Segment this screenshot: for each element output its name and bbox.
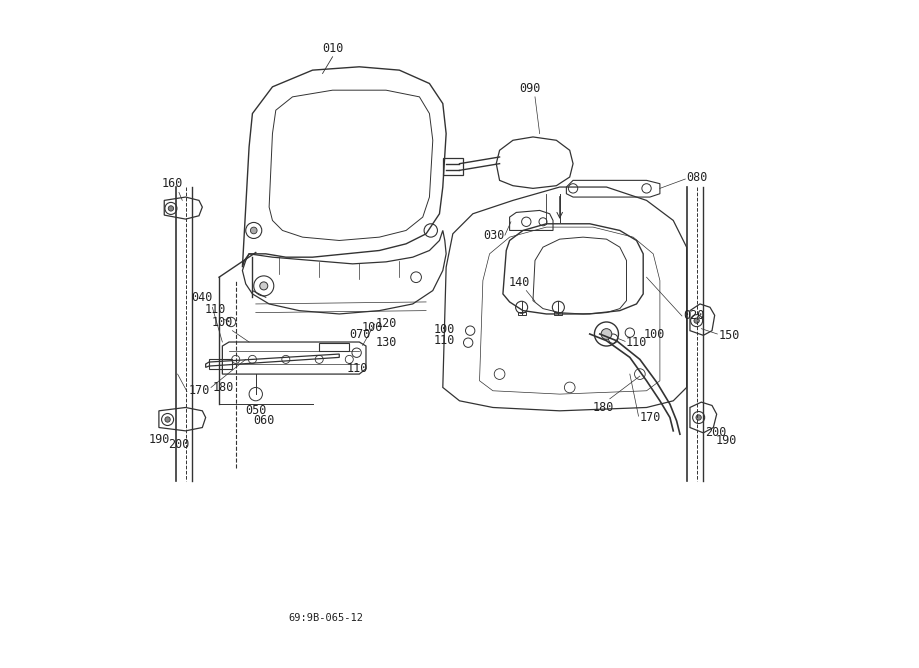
Text: 170: 170 (640, 411, 662, 424)
Text: 180: 180 (593, 401, 614, 413)
Text: 060: 060 (253, 414, 275, 427)
Text: 200: 200 (705, 426, 727, 439)
Text: 130: 130 (376, 335, 397, 349)
Text: 150: 150 (719, 329, 740, 342)
Bar (443, 158, 463, 175)
Text: 120: 120 (376, 317, 397, 330)
Text: 050: 050 (245, 404, 267, 417)
Text: 110: 110 (434, 334, 455, 347)
Bar (554, 312, 562, 315)
Text: 020: 020 (684, 309, 705, 322)
Circle shape (694, 318, 699, 323)
Text: 190: 190 (715, 434, 737, 447)
Circle shape (260, 282, 267, 290)
Text: 010: 010 (322, 42, 344, 55)
Text: 200: 200 (168, 438, 189, 450)
Text: 180: 180 (212, 381, 233, 394)
Text: 110: 110 (205, 303, 226, 316)
Text: 140: 140 (509, 276, 530, 289)
Text: 110: 110 (625, 335, 647, 349)
Text: 170: 170 (189, 384, 210, 397)
Text: 040: 040 (192, 291, 213, 304)
Circle shape (168, 206, 174, 211)
Circle shape (696, 415, 701, 420)
Bar (209, 359, 233, 369)
Bar (517, 312, 526, 315)
Text: 110: 110 (346, 362, 368, 375)
Text: 100: 100 (434, 323, 455, 336)
Circle shape (250, 227, 257, 234)
Text: 69:9B-065-12: 69:9B-065-12 (289, 613, 363, 623)
Text: 190: 190 (148, 433, 170, 446)
Circle shape (165, 417, 170, 422)
Text: 070: 070 (349, 328, 370, 341)
Text: 160: 160 (162, 178, 183, 190)
Text: 030: 030 (483, 228, 505, 242)
Text: 100: 100 (643, 327, 664, 341)
Text: 100: 100 (211, 317, 233, 329)
Text: 090: 090 (519, 82, 540, 95)
Bar (319, 343, 349, 351)
Circle shape (601, 329, 612, 339)
Text: 080: 080 (686, 170, 708, 184)
Text: 100: 100 (362, 321, 383, 334)
